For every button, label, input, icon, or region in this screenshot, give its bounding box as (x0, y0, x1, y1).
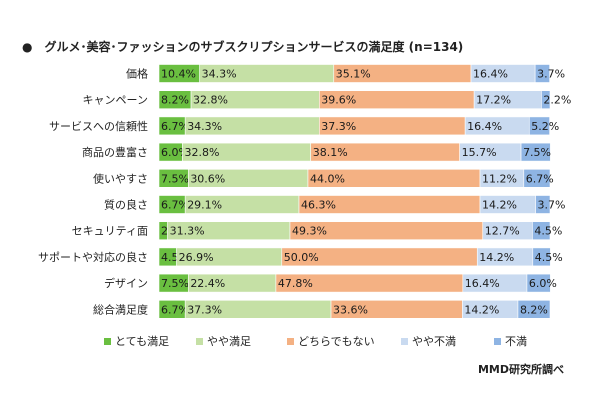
data-label: 4.5% (535, 251, 563, 264)
data-label: 37.3% (187, 303, 222, 316)
data-label: 22.4% (190, 277, 225, 290)
legend-label: どちらでもない (298, 335, 375, 348)
legend-label: やや満足 (207, 335, 251, 348)
bar-segment (532, 221, 551, 240)
chart-title-text: グルメ･美容･ファッションのサブスクリプションサービスの満足度 (n=134) (44, 40, 464, 54)
legend-swatch (494, 338, 501, 345)
legend-swatch (287, 338, 294, 345)
bar-segment (541, 90, 551, 109)
data-label: 32.8% (184, 146, 219, 159)
category-label: 価格 (126, 67, 148, 81)
data-label: 32.8% (193, 94, 228, 107)
data-label: 6.0% (529, 277, 557, 290)
category-label: 総合満足度 (93, 302, 148, 316)
data-label: 11.2% (482, 172, 517, 185)
data-label: 2.2% (543, 94, 571, 107)
legend-swatch (104, 338, 111, 345)
data-label: 6.7% (161, 199, 189, 212)
category-label: セキュリティ面 (72, 225, 148, 238)
bar-segment (517, 299, 551, 319)
data-label: 16.4% (465, 277, 500, 290)
data-label: 14.2% (482, 199, 517, 212)
bar-segment (523, 169, 551, 188)
bar-segment (532, 247, 551, 267)
legend-swatch (401, 338, 408, 345)
data-label: 37.3% (321, 120, 356, 133)
legend-swatch (196, 338, 203, 345)
data-label: 39.6% (321, 94, 356, 107)
bar-segment (534, 64, 550, 83)
category-label: サービスへの信頼性 (49, 119, 148, 133)
bar-segment (526, 273, 551, 293)
bar-segment (528, 116, 550, 136)
data-label: 4.5% (534, 225, 562, 238)
data-label: 6.0% (161, 146, 189, 159)
data-label: 31.3% (170, 225, 205, 238)
category-label: 使いやすさ (93, 172, 148, 185)
data-label: 15.7% (462, 146, 497, 159)
data-label: 38.1% (313, 146, 348, 159)
category-label: 質の良さ (104, 198, 148, 212)
data-label: 16.4% (467, 120, 502, 133)
data-label: 33.6% (333, 303, 368, 316)
data-label: 6.7% (161, 120, 189, 133)
data-label: 12.7% (485, 225, 520, 238)
legend-label: とても満足 (115, 335, 169, 348)
data-label: 6.7% (161, 303, 189, 316)
data-label: 30.6% (190, 172, 225, 185)
category-label: 商品の豊富さ (82, 145, 148, 159)
category-label: サポートや対応の良さ (38, 250, 148, 264)
data-label: 6.7% (526, 172, 554, 185)
data-label: 44.0% (310, 172, 345, 185)
data-label: 26.9% (179, 251, 214, 264)
data-label: 14.2% (479, 251, 514, 264)
data-label: 7.5% (161, 172, 189, 185)
bar-segment (535, 195, 551, 214)
legend-label: 不満 (505, 335, 527, 348)
data-label: 47.8% (278, 277, 313, 290)
data-label: 34.3% (187, 120, 222, 133)
data-label: 46.3% (301, 199, 336, 212)
bar-segment (520, 142, 551, 162)
legend-label: やや不満 (412, 335, 456, 348)
data-label: 7.5% (161, 277, 189, 290)
data-label: 5.2% (531, 120, 559, 133)
data-label: 3.7% (538, 199, 566, 212)
data-label: 35.1% (336, 68, 371, 81)
data-label: 16.4% (473, 68, 508, 81)
data-label: 14.2% (464, 303, 499, 316)
data-label: 50.0% (284, 251, 319, 264)
data-label: 10.4% (161, 68, 196, 81)
data-label: 29.1% (187, 199, 222, 212)
chart-title: ● グルメ･美容･ファッションのサブスクリプションサービスの満足度 (n=134) (22, 38, 463, 55)
data-label: 49.3% (292, 225, 327, 238)
data-label: 8.2% (161, 94, 189, 107)
category-label: デザイン (104, 276, 148, 290)
category-label: キャンペーン (83, 94, 148, 107)
data-label: 8.2% (520, 303, 548, 316)
data-label: 17.2% (476, 94, 511, 107)
source-note: MMD研究所調べ (477, 363, 564, 376)
data-label: 34.3% (202, 68, 237, 81)
data-label: 7.5% (523, 146, 551, 159)
title-bullet: ● (22, 40, 33, 54)
data-label: 3.7% (537, 68, 565, 81)
